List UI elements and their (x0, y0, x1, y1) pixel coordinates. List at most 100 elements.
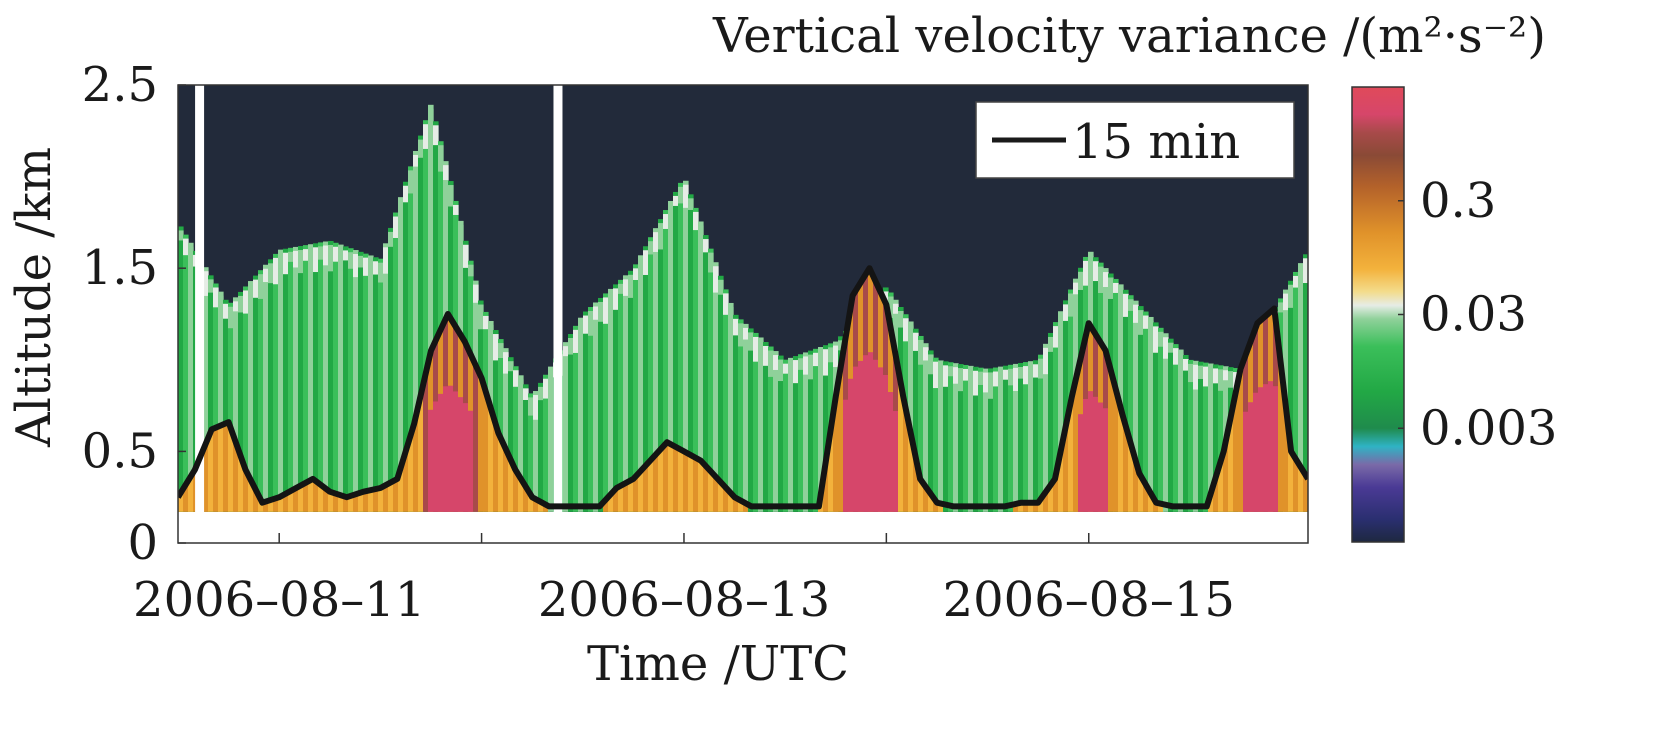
variance-cell (303, 245, 309, 512)
variance-cell (1163, 333, 1169, 512)
variance-cell (363, 491, 369, 512)
variance-cell (813, 352, 819, 367)
variance-cell (903, 407, 909, 512)
variance-cell (908, 432, 914, 512)
variance-cell (633, 264, 639, 512)
variance-cell (1303, 254, 1308, 512)
variance-cell (268, 263, 274, 284)
variance-cell (1173, 348, 1179, 365)
variance-cell (528, 397, 534, 416)
variance-cell (523, 384, 529, 512)
variance-cell (683, 180, 689, 512)
variance-cell (1053, 326, 1059, 348)
variance-cell (318, 246, 324, 260)
variance-cell (828, 430, 834, 512)
variance-cell (243, 286, 249, 512)
variance-cell (1213, 368, 1219, 384)
variance-cell (443, 386, 449, 512)
variance-cell (538, 386, 544, 401)
variance-cell (583, 311, 589, 512)
variance-cell (458, 224, 464, 242)
variance-cell (678, 182, 684, 512)
variance-cell (653, 232, 659, 252)
variance-cell (213, 283, 219, 512)
variance-cell (1158, 503, 1164, 512)
variance-cell (368, 259, 374, 285)
variance-cell (703, 465, 709, 512)
variance-cell (1018, 366, 1024, 379)
variance-cell (238, 291, 244, 512)
variance-cell (1228, 371, 1234, 388)
variance-cell (1188, 359, 1194, 512)
variance-cell (1208, 367, 1214, 394)
variance-cell (1103, 272, 1109, 287)
variance-cell (508, 459, 514, 512)
variance-cell (703, 235, 709, 512)
variance-cell (1198, 361, 1204, 512)
variance-cell (648, 460, 654, 512)
variance-cell (478, 304, 484, 330)
variance-cell (308, 244, 314, 512)
variance-cell (513, 370, 519, 387)
variance-cell (948, 362, 954, 512)
variance-cell (623, 275, 629, 512)
variance-cell (428, 108, 434, 123)
variance-cell (758, 337, 764, 512)
variance-cell (738, 323, 744, 347)
variance-cell (993, 371, 999, 387)
variance-cell (1048, 332, 1054, 512)
variance-cell (563, 342, 569, 512)
variance-cell (748, 328, 754, 512)
variance-cell (528, 393, 534, 512)
variance-cell (318, 242, 324, 512)
variance-cell (793, 356, 799, 512)
variance-cell (1013, 503, 1019, 512)
variance-cell (1153, 501, 1159, 512)
variance-cell (398, 468, 404, 512)
variance-cell (613, 288, 619, 310)
variance-cell (518, 375, 524, 512)
variance-cell (603, 293, 609, 512)
y-tick-label: 1.5 (82, 240, 158, 296)
variance-cell (378, 258, 384, 512)
variance-cell (353, 250, 359, 512)
variance-cell (323, 245, 329, 266)
variance-cell (1163, 337, 1169, 359)
x-axis-label: Time /UTC (587, 636, 849, 692)
variance-cell (1068, 293, 1074, 317)
variance-cell (258, 274, 264, 299)
variance-cell (308, 480, 314, 512)
variance-cell (1273, 386, 1279, 512)
variance-cell (888, 296, 894, 318)
variance-cell (1038, 358, 1044, 379)
variance-cell (578, 317, 584, 512)
variance-cell (798, 354, 804, 512)
variance-cell (838, 368, 844, 512)
variance-cell (1128, 442, 1134, 512)
variance-cell (668, 200, 674, 512)
variance-cell (493, 423, 499, 512)
colorbar-tick-label: 0.003 (1420, 400, 1557, 456)
variance-cell (753, 332, 759, 512)
variance-cell (978, 371, 984, 385)
variance-cell (313, 243, 319, 512)
variance-cell (713, 262, 719, 512)
variance-cell (323, 488, 329, 512)
variance-cell (968, 369, 974, 389)
variance-cell (973, 370, 979, 396)
variance-cell (778, 355, 784, 512)
variance-cell (598, 297, 604, 512)
variance-cell (388, 231, 394, 247)
variance-cell (953, 363, 959, 512)
variance-cell (1218, 369, 1224, 391)
variance-cell (1248, 402, 1254, 512)
variance-cell (318, 484, 324, 512)
variance-cell (1133, 460, 1139, 512)
variance-cell (923, 486, 929, 512)
variance-cell (263, 501, 269, 512)
variance-cell (288, 251, 294, 262)
variance-cell (723, 289, 729, 512)
data-gap (553, 85, 563, 543)
variance-cell (908, 325, 914, 338)
variance-cell (1158, 327, 1164, 512)
